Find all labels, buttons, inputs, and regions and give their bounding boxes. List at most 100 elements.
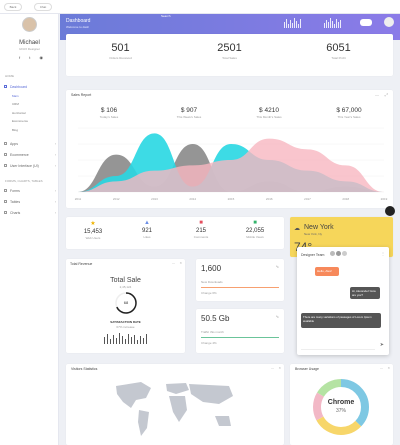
avatar[interactable] xyxy=(342,251,347,256)
x-tick-label: 2012 xyxy=(113,197,120,201)
profile-name: Michael xyxy=(19,40,40,46)
image-icon[interactable] xyxy=(133,6,138,10)
sidebar-item-ui[interactable]: User Interface (UI) › xyxy=(4,164,56,168)
traffic-card: 50.5 Gb ∿ Traffic this month Change 4% xyxy=(196,309,284,353)
sidebar-item-forms[interactable]: Forms › xyxy=(4,189,56,193)
back-button[interactable]: Back xyxy=(4,3,22,11)
hero-sparklines xyxy=(284,18,341,28)
sidebar: Michael UI/UX Designer f t ◉ HOME Dashbo… xyxy=(0,14,59,445)
cart-icon xyxy=(4,153,7,156)
search-input[interactable]: Search xyxy=(158,4,206,18)
avatar[interactable] xyxy=(384,17,394,27)
chat-panel: Designer Team ⋮ Hello, Alex! Hi, Alexand… xyxy=(297,247,389,355)
settings-icon[interactable] xyxy=(146,6,150,10)
satisfaction-gauge xyxy=(115,292,137,314)
browser-donut xyxy=(313,379,369,435)
stat-sales: 2501 Total Sales xyxy=(217,42,242,60)
sidebar-item-blog[interactable]: Blog xyxy=(12,128,19,132)
sidebar-item-apps[interactable]: Apps › xyxy=(4,142,56,146)
world-map xyxy=(116,382,233,436)
sales-kpis: $ 106 Today's Sales $ 907 This Week's Sale… xyxy=(74,107,384,119)
sidebar-item-main[interactable]: Main xyxy=(12,94,19,98)
sidebar-item-crm[interactable]: CRM xyxy=(12,102,19,106)
card-menu-icon[interactable]: — xyxy=(380,366,383,370)
total-revenue-card: Total Revenue — ✕ Total Sale 2,45,124 68… xyxy=(66,259,185,353)
metrics-card: ★ 15,453 Web Users ▲ 921 Likes ■ 215 Com… xyxy=(66,217,284,249)
sidebar-item-ecommerce-sub[interactable]: Ecommerce xyxy=(12,119,29,123)
sidebar-item-charts[interactable]: Charts › xyxy=(4,211,56,215)
top-bar: Back Chat DARK xyxy=(0,0,400,14)
sidebar-item-dashboard[interactable]: Dashboard xyxy=(4,85,56,91)
home-icon xyxy=(4,85,7,88)
chat-input[interactable] xyxy=(301,343,375,350)
traffic-label: Traffic this month xyxy=(201,330,224,334)
total-sale-heading: Total Sale xyxy=(110,277,141,284)
card-menu-icon[interactable]: — xyxy=(271,366,274,370)
chart-icon xyxy=(4,211,7,214)
x-tick-label: 2018 xyxy=(342,197,349,201)
downloads-card: 1,600 ∿ New Downloads Change 6% xyxy=(196,259,284,301)
visitors-title: Visitors Statistics xyxy=(71,367,98,371)
nav-label: DARK xyxy=(76,4,88,9)
bell-icon[interactable] xyxy=(360,19,372,26)
avatar[interactable] xyxy=(336,251,341,256)
total-revenue-title: Total Revenue xyxy=(70,262,93,266)
stat-profit: 6051 Total Profit xyxy=(326,42,351,60)
profile-role: UI/UX Designer xyxy=(19,47,40,51)
sidebar-item-ecommerce[interactable]: Ecommerce › xyxy=(4,153,56,157)
avatar[interactable] xyxy=(330,251,335,256)
downloads-value: 1,600 xyxy=(201,264,222,273)
downloads-note: Change 6% xyxy=(201,291,217,295)
chat-message-incoming: Hello, Alex! xyxy=(315,267,339,276)
metric-web-users: ★ 15,453 Web Users xyxy=(66,220,120,240)
sidebar-section-forms: FORMS, CHARTS, TABLES xyxy=(5,179,43,183)
comment-icon: ■ xyxy=(199,220,203,226)
apps-icon xyxy=(4,142,7,145)
twitter-icon[interactable]: t xyxy=(29,55,31,60)
card-menu-icon[interactable]: — xyxy=(375,92,379,97)
kpi-year: $ 67,000 This Year's Sales xyxy=(336,107,362,119)
mobile-icon: ■ xyxy=(253,220,257,226)
browser-title: Browser Usage xyxy=(295,367,319,371)
x-tick-label: 2016 xyxy=(266,197,273,201)
send-icon[interactable]: ➤ xyxy=(379,342,384,348)
chat-button[interactable]: Chat xyxy=(34,3,52,11)
sidebar-item-tables[interactable]: Tables › xyxy=(4,200,56,204)
visitors-card: Visitors Statistics — ✕ xyxy=(66,364,284,445)
revenue-bars xyxy=(104,333,147,344)
expand-icon[interactable]: ⤢ xyxy=(384,92,388,97)
chat-fab[interactable] xyxy=(385,206,395,216)
hamburger-icon[interactable] xyxy=(64,3,70,10)
folder-icon[interactable] xyxy=(120,6,125,10)
traffic-progress xyxy=(201,337,279,338)
area-series-2 xyxy=(78,138,384,192)
sidebar-item-horizontal[interactable]: Horizontal xyxy=(12,111,26,115)
downloads-label: New Downloads xyxy=(201,280,223,284)
page-title: Dashboard xyxy=(66,18,91,24)
card-menu-icon[interactable]: — xyxy=(172,261,175,265)
instagram-icon[interactable]: ◉ xyxy=(39,55,44,60)
tools-icon[interactable] xyxy=(158,6,162,10)
chat-title: Designer Team xyxy=(301,253,325,257)
browser-name: Chrome xyxy=(327,399,355,406)
total-sale-amount: 2,45,124 xyxy=(119,285,132,289)
sales-report-title: Sales Report xyxy=(71,93,92,97)
chat-menu-icon[interactable]: ⋮ xyxy=(381,251,385,256)
chevron-down-icon: › xyxy=(54,211,56,215)
x-tick-label: 2014 xyxy=(189,197,196,201)
kpi-today: $ 106 Today's Sales xyxy=(99,107,119,119)
thumb-icon: ★ xyxy=(90,221,96,227)
form-icon xyxy=(4,189,7,192)
chat-avatars xyxy=(330,251,347,256)
weather-city: New York xyxy=(304,224,334,231)
downloads-progress xyxy=(201,287,279,288)
facebook-icon[interactable]: f xyxy=(19,55,21,60)
grid-icon[interactable] xyxy=(108,6,112,10)
close-icon[interactable]: ✕ xyxy=(387,366,390,370)
close-icon[interactable]: ✕ xyxy=(179,261,182,265)
satisfaction-label: SATISFACTION RATE xyxy=(110,320,141,324)
close-icon[interactable]: ✕ xyxy=(278,366,281,370)
chat-message-outgoing-long: There are many variations of passages of… xyxy=(301,313,381,328)
x-tick-label: 2015 xyxy=(228,197,235,201)
metric-likes: ▲ 921 Likes xyxy=(120,220,174,239)
